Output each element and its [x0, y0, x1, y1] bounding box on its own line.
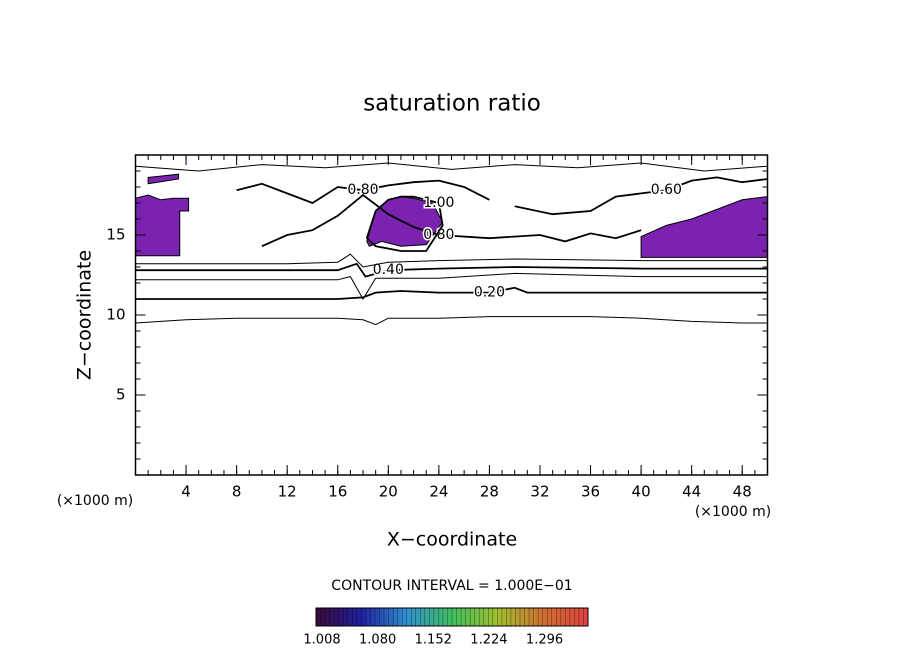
colorbar-tick-label: 1.296 [526, 633, 563, 648]
contour-label: 1.00 [423, 195, 454, 211]
colorbar-tick-label: 1.152 [415, 633, 452, 648]
filled-region [147, 173, 179, 185]
x-tick-label: 36 [581, 483, 600, 501]
x-tick-label: 16 [328, 483, 347, 501]
x-tick-label: 24 [429, 483, 448, 501]
contour-line [135, 272, 768, 300]
x-tick-label: 40 [632, 483, 651, 501]
contour-label: 0.20 [474, 285, 505, 301]
y-tick-label: 5 [116, 386, 126, 404]
contour-line [261, 193, 642, 248]
chart-title: saturation ratio [363, 91, 541, 117]
x-tick-label: 12 [278, 483, 297, 501]
contour-line [135, 262, 768, 278]
x-tick-label: 48 [733, 483, 752, 501]
x-axis-label: X−coordinate [387, 529, 517, 551]
contour-line [236, 179, 490, 205]
contour-line [135, 316, 768, 326]
x-tick-label: 20 [379, 483, 398, 501]
contour-line [514, 176, 768, 216]
contour-line [365, 195, 444, 252]
x-tick-label: 28 [480, 483, 499, 501]
filled-region [640, 196, 768, 258]
contour-line [135, 286, 768, 300]
contour-line [135, 253, 768, 268]
colorbar-tick-label: 1.224 [470, 633, 507, 648]
colorbar-tick-label: 1.008 [303, 633, 340, 648]
y-axis-label: Z−coordinate [74, 250, 96, 380]
colorbar-tick-label: 1.080 [359, 633, 396, 648]
y-unit-label: (×1000 m) [57, 493, 133, 509]
x-tick-label: 4 [181, 483, 191, 501]
filled-region [135, 194, 190, 257]
x-tick-label: 32 [530, 483, 549, 501]
contour-label: 0.60 [651, 182, 682, 198]
x-tick-label: 44 [682, 483, 701, 501]
contour-label: 0.80 [347, 182, 378, 198]
x-unit-label: (×1000 m) [695, 504, 771, 520]
x-tick-label: 8 [232, 483, 242, 501]
contour-line [135, 162, 768, 172]
contour-label: 0.80 [423, 227, 454, 243]
contour-label: 0.40 [373, 262, 404, 278]
y-tick-label: 15 [106, 226, 125, 244]
y-tick-label: 10 [106, 306, 125, 324]
contour-interval: CONTOUR INTERVAL = 1.000E−01 [331, 578, 572, 594]
